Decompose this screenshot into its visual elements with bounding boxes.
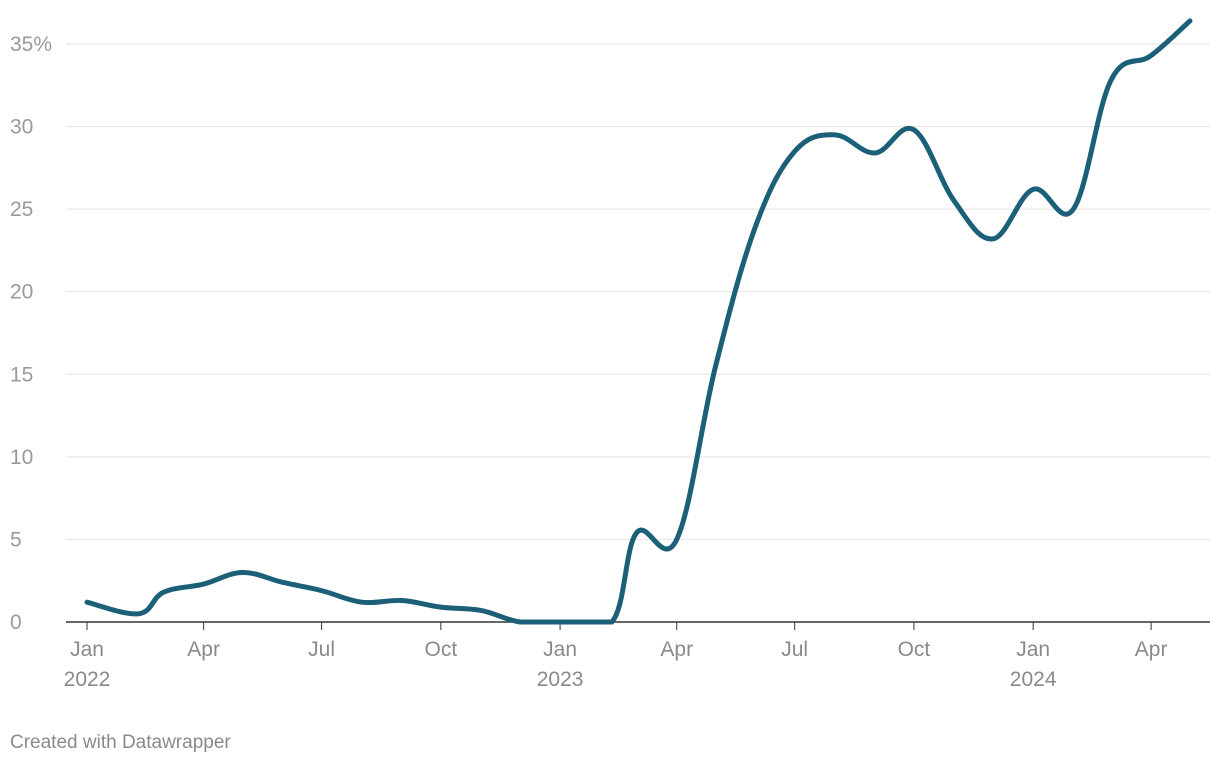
x-tick-label: Oct xyxy=(898,638,931,661)
y-tick-label: 30 xyxy=(10,116,33,139)
x-tick-year-label: 2024 xyxy=(1010,668,1057,691)
y-tick-label: 0 xyxy=(10,611,22,634)
y-tick-label: 5 xyxy=(10,528,22,551)
x-tick-label: Jan xyxy=(70,638,104,661)
x-tick-label: Apr xyxy=(187,638,220,661)
x-tick-label: Jul xyxy=(308,638,335,661)
y-tick-label: 20 xyxy=(10,281,33,304)
y-tick-label: 10 xyxy=(10,446,33,469)
y-tick-label: 15 xyxy=(10,363,33,386)
x-tick-label: Apr xyxy=(1135,638,1168,661)
x-tick-label: Jan xyxy=(543,638,577,661)
x-tick-year-label: 2023 xyxy=(537,668,584,691)
gridlines xyxy=(66,43,1210,540)
x-tick-year-label: 2022 xyxy=(64,668,111,691)
x-tick-label: Oct xyxy=(425,638,458,661)
y-axis-tick-labels: 0 5 10 15 20 25 30 35% xyxy=(10,33,52,634)
x-axis: Jan 2022 Apr Jul Oct Jan 2023 Apr Jul Oct Jan 2024 A… xyxy=(64,621,1210,691)
series-layer xyxy=(84,18,1193,625)
datawrapper-credit: Created with Datawrapper xyxy=(10,732,231,753)
y-tick-label: 35% xyxy=(10,33,52,56)
y-tick-label: 25 xyxy=(10,198,33,221)
x-tick-label: Jan xyxy=(1016,638,1050,661)
series-line-0 xyxy=(84,18,1193,625)
x-tick-label: Apr xyxy=(660,638,693,661)
x-tick-label: Jul xyxy=(781,638,808,661)
